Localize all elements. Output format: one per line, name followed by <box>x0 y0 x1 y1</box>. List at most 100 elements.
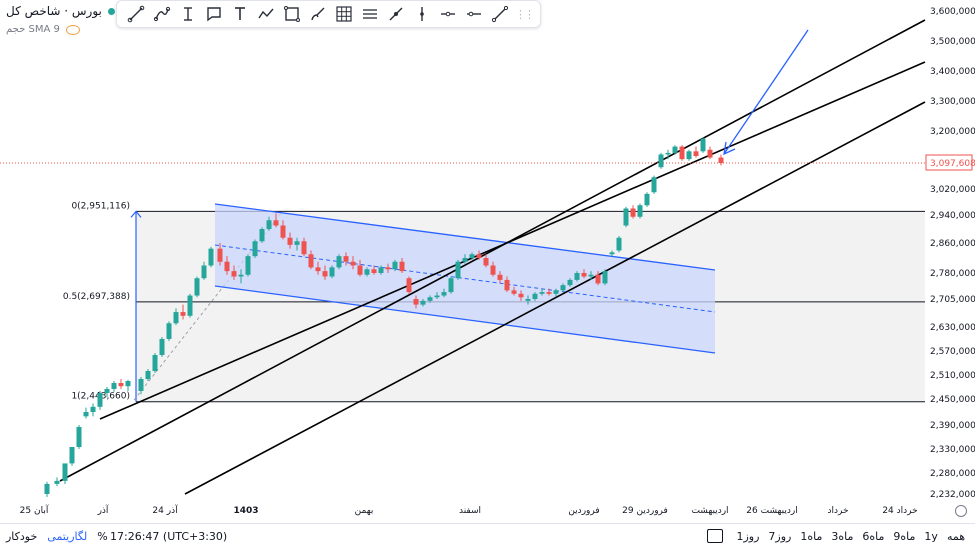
ray-icon[interactable] <box>383 2 409 26</box>
candle-35 <box>301 237 307 257</box>
candle-30 <box>266 216 272 231</box>
candle-body <box>280 225 286 238</box>
candle-body <box>76 427 82 447</box>
candle-body <box>686 151 692 160</box>
candle-body <box>217 248 223 262</box>
candle-20 <box>194 276 200 298</box>
auto-scale-button[interactable]: خودکار <box>6 529 38 543</box>
candle-body <box>581 273 587 277</box>
y-tick-label: 2,705,000 <box>930 295 975 305</box>
candle-body <box>273 220 279 226</box>
candle-body <box>518 293 524 298</box>
candle-50 <box>406 276 412 294</box>
trend-line-icon[interactable] <box>123 2 149 26</box>
candle-21 <box>201 261 207 280</box>
candle-body <box>595 274 601 284</box>
candle-body <box>69 447 75 464</box>
y-tick-label: 2,330,000 <box>930 445 975 455</box>
candle-body <box>173 312 179 324</box>
candle-body <box>504 279 510 291</box>
candle-body <box>180 312 186 316</box>
drawing-toolbar: ⋮⋮ <box>116 0 541 28</box>
text-icon[interactable] <box>227 2 253 26</box>
candle-body <box>406 278 412 293</box>
candle-1 <box>54 477 60 487</box>
candle-33 <box>287 232 293 249</box>
range-button-6[interactable]: 1y <box>924 529 938 543</box>
candle-body <box>399 261 405 272</box>
candle-body <box>546 292 552 294</box>
candle-body <box>490 265 496 275</box>
candle-body <box>62 463 68 481</box>
drag-handle-icon[interactable]: ⋮⋮ <box>515 7 535 21</box>
last-price-badge <box>925 154 973 171</box>
horizontal-ray-icon[interactable] <box>461 2 487 26</box>
candle-63 <box>497 271 503 284</box>
range-button-3[interactable]: 3ماه <box>831 529 854 543</box>
percent-scale-button[interactable]: % <box>97 529 108 543</box>
candle-body <box>118 383 124 387</box>
candle-67 <box>525 295 531 305</box>
candle-0 <box>44 481 50 497</box>
candle-70 <box>546 288 552 296</box>
candle-body <box>152 355 158 371</box>
candle-10 <box>118 379 124 389</box>
candle-body <box>483 258 489 266</box>
candle-61 <box>483 254 489 268</box>
text-cursor-icon[interactable] <box>175 2 201 26</box>
candle-body <box>476 254 482 258</box>
brush-icon[interactable] <box>305 2 331 26</box>
candle-body <box>665 152 671 155</box>
settings-icon[interactable] <box>955 505 967 517</box>
range-button-2[interactable]: 1ماه <box>800 529 823 543</box>
candle-body <box>644 193 650 206</box>
x-tick-label: فروردین <box>568 506 599 516</box>
candle-body <box>97 393 103 407</box>
grid-icon[interactable] <box>331 2 357 26</box>
y-tick-label: 2,280,000 <box>930 469 975 479</box>
candle-body <box>145 371 151 379</box>
note-icon[interactable] <box>201 2 227 26</box>
range-button-0[interactable]: 1روز <box>736 529 760 543</box>
candle-body <box>385 267 391 270</box>
candle-29 <box>259 227 265 243</box>
candle-73 <box>567 278 573 287</box>
candle-11 <box>125 379 131 391</box>
candle-91 <box>693 146 699 158</box>
rectangle-icon[interactable] <box>279 2 305 26</box>
candle-body <box>208 248 214 266</box>
candle-81 <box>623 206 629 228</box>
candle-body <box>525 299 531 301</box>
candle-24 <box>224 256 230 275</box>
volume-indicator-label[interactable]: حجم SMA 9 <box>6 24 60 35</box>
visibility-icon[interactable] <box>65 24 80 35</box>
clock-timezone[interactable]: 17:26:47 (UTC+3:30) <box>110 529 228 543</box>
calendar-icon[interactable] <box>707 529 724 543</box>
candle-43 <box>357 259 363 277</box>
candle-89 <box>679 145 685 161</box>
range-button-5[interactable]: 9ماه <box>893 529 916 543</box>
range-button-1[interactable]: 7روز <box>768 529 792 543</box>
candle-68 <box>532 292 538 301</box>
range-button-7[interactable]: همه <box>946 529 965 543</box>
candle-body <box>434 295 440 298</box>
candle-31 <box>273 213 279 228</box>
lines-icon[interactable] <box>357 2 383 26</box>
candle-46 <box>378 265 384 275</box>
zigzag-icon[interactable] <box>253 2 279 26</box>
candle-body <box>497 274 503 280</box>
ascending-channel-lower <box>184 101 926 495</box>
path-icon[interactable] <box>149 2 175 26</box>
angle-line-icon[interactable] <box>487 2 513 26</box>
candle-body <box>138 379 144 391</box>
y-tick-label: 3,400,000 <box>930 67 975 77</box>
log-scale-button[interactable]: لگاریتمی <box>47 529 88 543</box>
y-tick-label: 3,020,000 <box>930 185 975 195</box>
candle-59 <box>469 252 475 260</box>
range-button-4[interactable]: 6ماه <box>862 529 885 543</box>
candle-54 <box>434 292 440 299</box>
candle-55 <box>441 288 447 298</box>
horizontal-line-icon[interactable] <box>435 2 461 26</box>
vertical-line-icon[interactable] <box>409 2 435 26</box>
